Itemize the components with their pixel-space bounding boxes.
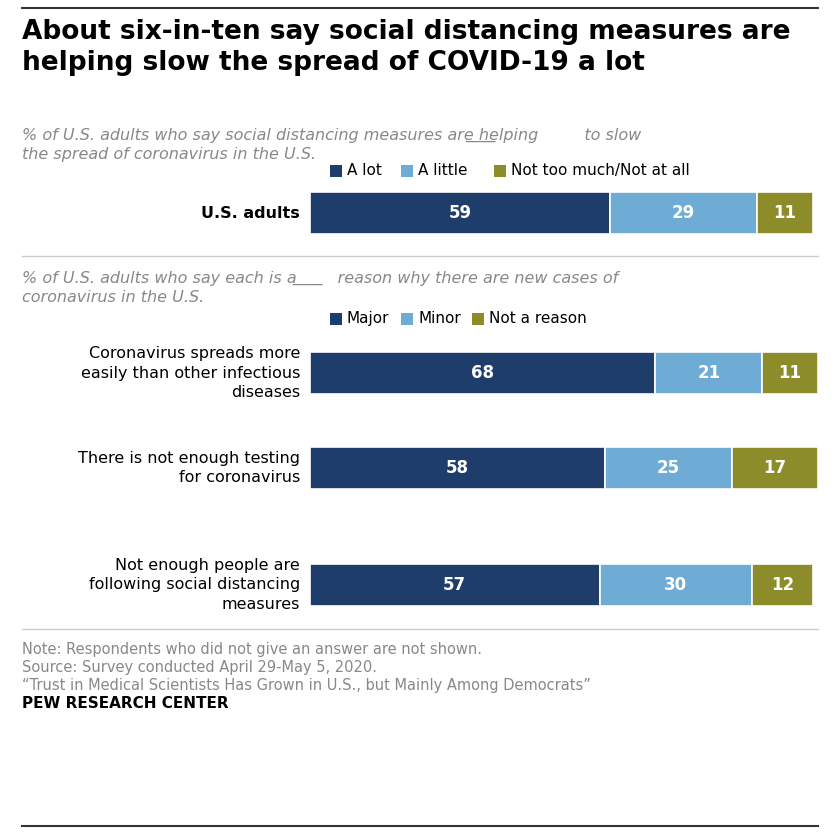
Bar — [757, 192, 813, 234]
Bar — [605, 447, 732, 489]
Bar — [310, 447, 605, 489]
Text: “Trust in Medical Scientists Has Grown in U.S., but Mainly Among Democrats”: “Trust in Medical Scientists Has Grown i… — [22, 678, 591, 693]
Bar — [330, 165, 342, 177]
Text: the spread of coronavirus in the U.S.: the spread of coronavirus in the U.S. — [22, 147, 316, 162]
Text: Minor: Minor — [418, 310, 461, 325]
Text: Source: Survey conducted April 29-May 5, 2020.: Source: Survey conducted April 29-May 5,… — [22, 660, 377, 675]
Bar — [762, 352, 818, 394]
Text: 29: 29 — [672, 204, 695, 222]
Bar — [600, 564, 752, 606]
Text: 12: 12 — [771, 576, 794, 594]
Text: 11: 11 — [779, 364, 801, 382]
Text: 58: 58 — [446, 459, 469, 477]
Text: U.S. adults: U.S. adults — [202, 205, 300, 220]
Text: 30: 30 — [664, 576, 687, 594]
Bar — [752, 564, 813, 606]
Bar — [401, 165, 413, 177]
Text: 11: 11 — [774, 204, 796, 222]
Text: PEW RESEARCH CENTER: PEW RESEARCH CENTER — [22, 696, 228, 711]
Text: A little: A little — [418, 163, 468, 178]
Text: There is not enough testing
for coronavirus: There is not enough testing for coronavi… — [78, 450, 300, 485]
Text: Coronavirus spreads more
easily than other infectious
diseases: Coronavirus spreads more easily than oth… — [81, 346, 300, 400]
Text: Note: Respondents who did not give an answer are not shown.: Note: Respondents who did not give an an… — [22, 642, 482, 657]
Bar — [732, 447, 818, 489]
Bar — [401, 313, 413, 325]
Text: Not too much/Not at all: Not too much/Not at all — [511, 163, 690, 178]
Text: 68: 68 — [471, 364, 494, 382]
Bar — [494, 165, 506, 177]
Text: % of U.S. adults who say each is a        reason why there are new cases of: % of U.S. adults who say each is a reaso… — [22, 271, 618, 286]
Text: ____: ____ — [292, 270, 323, 285]
Text: About six-in-ten say social distancing measures are
helping slow the spread of C: About six-in-ten say social distancing m… — [22, 19, 790, 76]
Bar — [610, 192, 757, 234]
Text: 25: 25 — [657, 459, 680, 477]
Text: Not enough people are
following social distancing
measures: Not enough people are following social d… — [89, 558, 300, 612]
Text: ____: ____ — [465, 127, 496, 142]
Bar — [310, 564, 600, 606]
Text: 17: 17 — [764, 459, 786, 477]
Text: Major: Major — [347, 310, 390, 325]
Text: % of U.S. adults who say social distancing measures are helping         to slow: % of U.S. adults who say social distanci… — [22, 128, 641, 143]
Text: 21: 21 — [697, 364, 721, 382]
Text: A lot: A lot — [347, 163, 382, 178]
Bar — [310, 192, 610, 234]
Text: 57: 57 — [444, 576, 466, 594]
Bar — [655, 352, 762, 394]
Bar — [472, 313, 484, 325]
Bar — [310, 352, 655, 394]
Text: Not a reason: Not a reason — [489, 310, 587, 325]
Bar — [330, 313, 342, 325]
Text: coronavirus in the U.S.: coronavirus in the U.S. — [22, 290, 204, 305]
Text: 59: 59 — [449, 204, 471, 222]
